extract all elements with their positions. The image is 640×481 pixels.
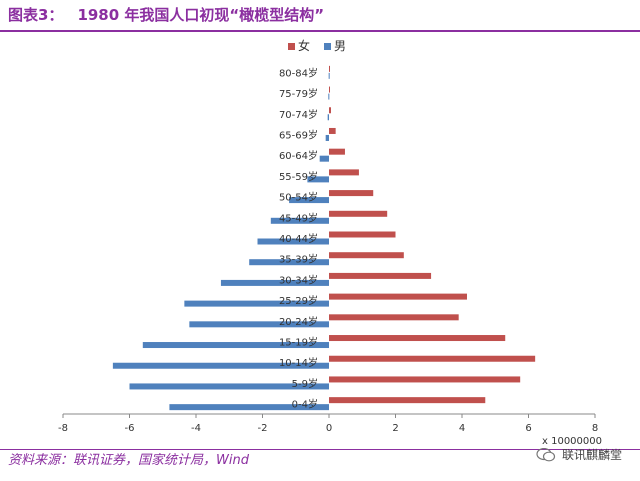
bar-female-1 (329, 376, 521, 383)
bar-female-14 (329, 107, 331, 114)
category-label: 45-49岁 (279, 211, 318, 224)
bar-male-12 (319, 155, 329, 162)
bar-female-4 (329, 314, 459, 321)
category-label: 55-59岁 (279, 170, 318, 183)
bar-male-9 (270, 217, 329, 224)
bar-male-0 (169, 404, 329, 411)
bar-female-12 (329, 148, 345, 155)
legend-swatch-male (324, 43, 331, 50)
x-tick-label: -6 (125, 423, 135, 434)
bar-male-7 (249, 259, 329, 266)
category-label: 80-84岁 (279, 66, 318, 79)
category-label: 15-19岁 (279, 336, 318, 349)
bar-female-10 (329, 190, 374, 197)
bar-male-6 (220, 279, 329, 286)
category-label: 60-64岁 (279, 149, 318, 162)
x-tick-label: -8 (58, 423, 68, 434)
category-label: 40-44岁 (279, 232, 318, 245)
bar-female-2 (329, 355, 536, 362)
figure-number: 图表3： (8, 6, 64, 24)
x-tick-label: -2 (258, 423, 268, 434)
bar-female-15 (329, 86, 330, 93)
bar-female-13 (329, 127, 336, 134)
category-label: 70-74岁 (279, 108, 318, 121)
bar-female-16 (329, 65, 330, 72)
bar-male-4 (189, 321, 329, 328)
category-label: 35-39岁 (279, 253, 318, 266)
bar-female-5 (329, 293, 467, 300)
bar-male-11 (307, 176, 329, 183)
bar-male-5 (184, 300, 329, 307)
category-labels: 0-4岁 5-9岁 10-14岁 15-19岁 20-24岁 25-29岁 30-34岁 35… (279, 66, 318, 410)
bar-male-10 (289, 197, 329, 204)
bar-female-8 (329, 231, 396, 238)
legend-label-female: 女 (298, 38, 310, 53)
bar-male-3 (142, 342, 329, 349)
population-pyramid-chart: 女男 -8 -6 -4 -2 0 2 4 6 8x 10000000 0-4岁5-9岁10-14… (58, 38, 602, 447)
chart-bars (112, 65, 536, 411)
x-axis: -8 -6 -4 -2 0 2 4 6 8 x 10000000 (58, 413, 602, 447)
bar-male-14 (327, 114, 329, 121)
bar-female-0 (329, 397, 486, 404)
wechat-icon (536, 448, 556, 462)
category-label: 5-9岁 (292, 377, 318, 390)
legend-label-male: 男 (334, 39, 346, 53)
brand-watermark: 联讯麒麟堂 (536, 445, 622, 465)
category-label: 20-24岁 (279, 315, 318, 328)
bar-female-7 (329, 252, 404, 259)
bar-female-3 (329, 335, 506, 342)
bar-male-1 (129, 383, 329, 390)
bar-female-11 (329, 169, 359, 176)
bar-female-6 (329, 272, 432, 279)
bar-male-16 (328, 72, 330, 79)
x-axis-unit: x 10000000 (542, 436, 602, 447)
category-label: 50-54岁 (279, 191, 318, 204)
x-tick-label: -4 (191, 423, 201, 434)
x-tick-label: 6 (525, 423, 531, 434)
figure-title: 图表3： 1980 年我国人口初现“橄榄型结构” (8, 4, 324, 26)
x-tick-label: 0 (326, 423, 332, 434)
category-label: 25-29岁 (279, 294, 318, 307)
x-tick-label: 4 (459, 423, 465, 434)
bar-male-13 (325, 134, 329, 141)
category-label: 30-34岁 (279, 273, 318, 286)
source-note: 资料来源：联讯证券，国家统计局，Wind (8, 453, 249, 468)
bar-female-9 (329, 210, 388, 217)
title-divider (0, 30, 640, 32)
x-tick-label: 2 (392, 423, 398, 434)
bar-male-8 (257, 238, 329, 245)
legend-swatch-female (288, 43, 295, 50)
category-label: 65-69岁 (279, 128, 318, 141)
x-tick-label: 8 (592, 423, 598, 434)
footer-divider (0, 449, 640, 450)
bar-male-15 (328, 93, 330, 100)
chart-legend: 女男 (288, 38, 346, 53)
category-label: 0-4岁 (292, 398, 318, 411)
category-label: 10-14岁 (279, 356, 318, 369)
bar-male-2 (112, 362, 329, 369)
category-label: 75-79岁 (279, 87, 318, 100)
figure-title-text: 1980 年我国人口初现“橄榄型结构” (77, 6, 325, 24)
brand-name: 联讯麒麟堂 (561, 448, 622, 462)
